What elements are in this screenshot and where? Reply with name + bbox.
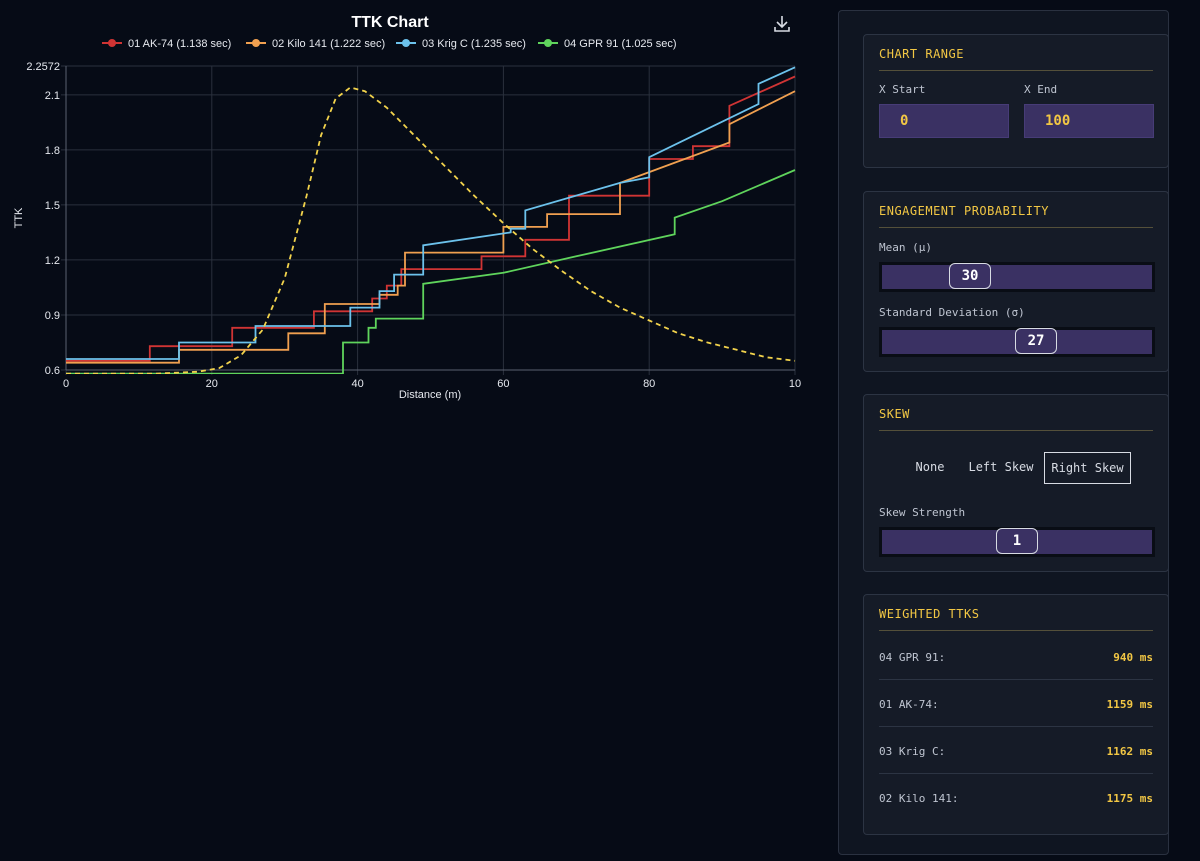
skew-strength-label: Skew Strength — [879, 506, 966, 519]
mean-slider-thumb[interactable]: 30 — [949, 263, 991, 289]
mean-slider-track — [882, 265, 1152, 289]
chart-title: TTK Chart — [351, 14, 429, 31]
chart-svg: 0 20 40 60 80 10 0.6 0.9 1.2 1.5 1.8 2.1 2.2572 TTK C… — [13, 14, 801, 401]
weighted-ttk-value: 1162 ms — [1106, 745, 1153, 758]
skew-strength-slider-thumb[interactable]: 1 — [996, 528, 1038, 554]
series-line-2 — [66, 90, 796, 364]
weighted-ttk-value: 1159 ms — [1106, 698, 1153, 711]
y-tick-label: 1.8 — [45, 145, 60, 157]
x-end-label: X End — [1024, 83, 1058, 96]
weighted-ttk-weapon: 03 Krig C: — [879, 745, 946, 758]
y-tick-label: 2.1 — [45, 90, 60, 102]
skew-title: SKEW — [879, 407, 910, 421]
legend-swatch-dot — [252, 39, 260, 47]
std-dev-slider[interactable]: 27 — [879, 327, 1155, 357]
weighted-ttk-value: 940 ms — [1113, 651, 1153, 664]
series-line-4 — [66, 169, 796, 374]
weighted-ttks-title: WEIGHTED TTKS — [879, 607, 980, 621]
skew-right-button[interactable]: Right Skew — [1044, 452, 1131, 484]
weighted-ttk-row: 01 AK-74: 1159 ms — [879, 680, 1153, 727]
legend-entry: 02 Kilo 141 (1.222 sec) — [272, 38, 385, 50]
y-tick-label: 0.6 — [45, 365, 60, 377]
weighted-ttk-weapon: 01 AK-74: — [879, 698, 939, 711]
y-tick-label: 2.2572 — [26, 61, 60, 73]
divider — [879, 70, 1153, 71]
x-tick-label: 20 — [206, 378, 218, 390]
mean-slider[interactable]: 30 — [879, 262, 1155, 292]
series-line-1 — [66, 75, 796, 362]
download-icon — [774, 16, 790, 32]
chart-range-title: CHART RANGE — [879, 47, 964, 61]
x-tick-label: 80 — [643, 378, 655, 390]
skew-none-button[interactable]: None — [915, 460, 945, 474]
x-end-input[interactable] — [1024, 104, 1154, 138]
x-start-label: X Start — [879, 83, 926, 96]
legend-swatch-dot — [544, 39, 552, 47]
chart-range-panel: CHART RANGE X Start X End — [863, 34, 1169, 168]
weighted-ttk-weapon: 02 Kilo 141: — [879, 792, 959, 805]
x-tick-label: 60 — [497, 378, 509, 390]
divider — [879, 227, 1153, 228]
legend-swatch-dot — [108, 39, 116, 47]
x-tick-label: 0 — [63, 378, 69, 390]
std-dev-slider-thumb[interactable]: 27 — [1015, 328, 1057, 354]
legend-entry: 01 AK-74 (1.138 sec) — [128, 38, 231, 50]
y-tick-label: 1.2 — [45, 255, 60, 267]
legend-entry: 04 GPR 91 (1.025 sec) — [564, 38, 677, 50]
mean-label: Mean (μ) — [879, 241, 932, 254]
weighted-ttk-weapon: 04 GPR 91: — [879, 651, 946, 664]
engagement-probability-panel: ENGAGEMENT PROBABILITY Mean (μ) 30 Stand… — [863, 191, 1169, 372]
x-tick-label: 10 — [789, 378, 801, 390]
download-button[interactable] — [770, 12, 794, 36]
y-tick-label: 1.5 — [45, 200, 60, 212]
weighted-ttk-value: 1175 ms — [1106, 792, 1153, 805]
divider — [879, 630, 1153, 631]
ttk-chart: 0 20 40 60 80 10 0.6 0.9 1.2 1.5 1.8 2.1 2.2572 TTK C… — [0, 0, 820, 410]
control-sidebar: CHART RANGE X Start X End ENGAGEMENT PRO… — [838, 10, 1169, 855]
x-start-input[interactable] — [879, 104, 1009, 138]
skew-panel: SKEW None Left Skew Right Skew Skew Stre… — [863, 394, 1169, 572]
weighted-ttks-panel: WEIGHTED TTKS 04 GPR 91: 940 ms 01 AK-74: 1… — [863, 594, 1169, 835]
std-dev-label: Standard Deviation (σ) — [879, 306, 1025, 319]
skew-left-button[interactable]: Left Skew — [968, 460, 1034, 474]
series-line-3 — [66, 66, 796, 360]
y-axis-label: TTK — [13, 207, 25, 228]
engagement-probability-title: ENGAGEMENT PROBABILITY — [879, 204, 1049, 218]
y-tick-label: 0.9 — [45, 310, 60, 322]
legend-entry: 03 Krig C (1.235 sec) — [422, 38, 526, 50]
legend-swatch-dot — [402, 39, 410, 47]
weighted-ttk-row: 02 Kilo 141: 1175 ms — [879, 774, 1153, 820]
x-tick-label: 40 — [351, 378, 363, 390]
divider — [879, 430, 1153, 431]
engagement-distribution-line — [66, 86, 796, 374]
weighted-ttk-row: 03 Krig C: 1162 ms — [879, 727, 1153, 774]
weighted-ttk-row: 04 GPR 91: 940 ms — [879, 633, 1153, 680]
skew-strength-slider[interactable]: 1 — [879, 527, 1155, 557]
x-axis-label: Distance (m) — [399, 389, 461, 401]
